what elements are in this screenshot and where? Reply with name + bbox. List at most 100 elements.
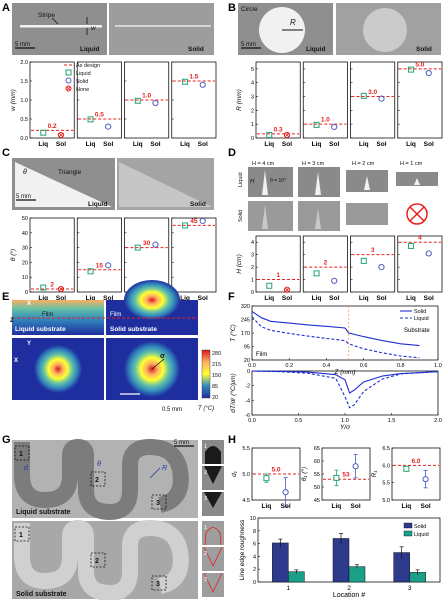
x-tick-label: 2.0 [434,418,442,424]
y-tick-label: 2 [251,108,254,114]
design-value-label: 30 [143,240,151,247]
height-label-3: H = 2 cm [352,161,375,167]
liquid-label-b: Liquid [306,46,326,53]
x-tick-label: Sol [376,141,386,148]
y-axis-label: w (mm) [10,89,17,111]
y-axis-label: θ (°) [9,249,17,261]
x-axis-label: Z (mm) [334,369,356,376]
legend-none-label: None [76,87,89,93]
solid-marker [152,99,159,107]
x-tick-label: Sol [351,503,361,510]
y-tick-label: 4 [251,81,254,87]
sigma-label: σ [160,353,165,360]
x-tick-label: Liq [262,503,272,510]
y-tick-label: 170 [241,331,250,337]
design-value-label: 1 [276,272,280,279]
liquid-label-a: Liquid [80,46,100,53]
solid-substrate-label-e: Solid substrate [110,326,157,333]
chart-f-gradient: 0 -2 -4 -60.0 0.5 1.0 1.5 2.0 Y/σ dT/dr (°C/μm) [229,369,442,431]
subplot-frame [302,235,348,293]
y-tick-label: 45 [314,498,320,504]
y-tick-label: 50 [22,216,28,222]
x-tick-label: Liq [359,141,369,148]
photo-d-solid-3 [346,203,388,225]
subplot-frame [350,61,396,139]
legend-swatch-liquid [403,530,413,537]
spike-liquid-4 [414,178,420,185]
y-tick-label: 55 [314,472,320,478]
x-tick-label: 0.0 [248,418,256,424]
chart-b: R (mm) 0 1 2 3 4 5 0.3 Liq Sol 1.0 Liq Sol 3.0 Liq Sol 5… [236,61,443,148]
liquid-marker [313,121,320,128]
scale-label-e: 0.5 mm [162,407,182,413]
x-tick-label: Liq [38,141,48,148]
solid-marker [331,123,338,131]
none-marker-cross [284,287,290,292]
y-tick-label: 5.0 [382,498,390,504]
x-tick-label: Sol [198,141,208,148]
y-tick-label: 2.0 [20,60,28,66]
x-tick-label: 2 [347,585,351,592]
wave-pattern-liquid [14,438,189,521]
colorbar-tick-2: 215 [212,362,221,368]
x-axis-label: Y/σ [340,424,351,431]
roi-box-solid-1 [14,526,30,542]
y-tick-label: 0.0 [20,136,28,142]
inset-solid-3-edge [203,572,223,593]
y-tick-label: 2 [253,567,256,573]
y-tick-label: 245 [241,318,250,324]
solid-marker [199,81,206,88]
x-tick-label: 0.0 [248,363,256,369]
d1-label: d [24,465,29,472]
y-tick-label: 0 [253,580,256,586]
axis-z-label-e: Z [10,318,14,324]
chart-h-roughness: 0 2 4 6 8 10 Line edge roughness Location # 1 2 3 S… [239,516,441,599]
y-axis-label: d₁ [231,471,238,477]
colorbar-tick-5: 20 [212,395,218,401]
triangle-label: Triangle [58,169,82,176]
design-value-label: 1.0 [321,117,330,124]
roi-box-liquid-1 [14,445,30,461]
solid-marker [378,264,385,271]
y-tick-label: 5 [251,67,254,73]
panel-b-photos: R Circle 5 mm Liquid Solid [238,3,441,55]
roi-label-liquid-2: 2 [95,477,99,484]
y-tick-label: 65 [314,446,320,452]
solid-marker [378,95,385,102]
subplot-frame [391,447,441,501]
legend-solid-label: Solid [76,79,88,85]
subplot-frame [397,235,443,293]
inset-solid-2-edge [203,546,223,567]
film-label-solid: Film [110,312,121,318]
legend-label-solid: Solid [414,524,426,530]
photo-a-solid [109,3,214,55]
x-axis-label: Location # [333,592,365,599]
chart-d: H (cm) 0 1 2 3 4 1 Liq Sol 2 Liq Sol 3 Liq Sol 4 Liq Sol [236,235,443,302]
none-marker [283,286,291,293]
y-tick-label: 4 [251,240,254,246]
x-tick-label: 1.5 [388,418,396,424]
none-marker-cross [58,132,64,138]
design-value-label: 15 [96,262,104,269]
spike-liquid-2 [315,172,321,195]
inset-solid-1 [202,521,224,545]
series-line-solid [251,370,439,394]
design-value-label: 0.5 [95,112,104,119]
x-tick-label: Liq [359,295,369,302]
x-tick-label: Sol [103,141,113,148]
y-tick-label: 2 [251,265,254,271]
panel-d-photos: H = 4 cm H = 3 cm H = 2 cm H = 1 cm θ = … [238,161,438,231]
x-tick-label: Sol [282,141,292,148]
y-tick-label: 40 [22,231,28,237]
y-tick-label: -2 [245,384,250,390]
legend-none-cross-2 [66,86,71,91]
panel-letter-g: G [2,434,11,446]
design-value-label: 1.0 [142,93,151,100]
x-tick-label: 3 [408,585,412,592]
design-value-label: 45 [190,218,198,225]
chart-a: w (mm) 0.0 0.5 1.0 1.5 2.0 0.2 Liq Sol 0.5 Liq Sol 1… [10,60,217,148]
r-label: R [290,18,296,27]
y-tick-label: 20 [22,260,28,266]
liquid-marker [360,92,367,99]
